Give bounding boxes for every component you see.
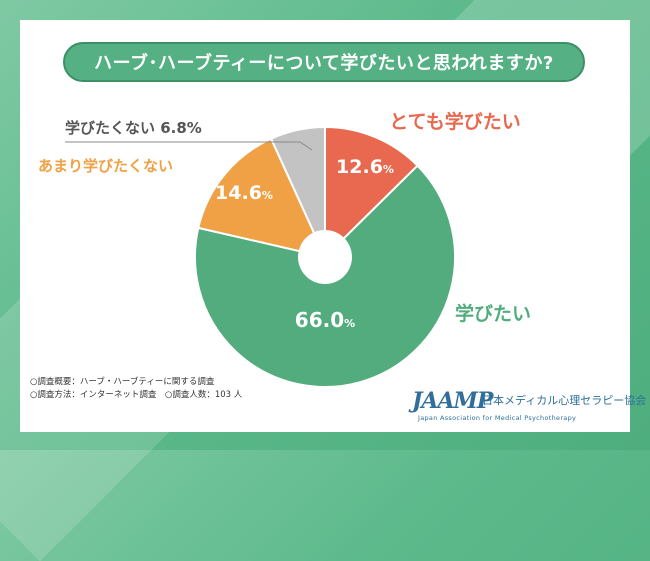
slice-very-want [324,125,419,260]
chart-card: ハーブ･ハーブティーについて学びたいと思われますか? 12.6% 66.0% 14.… [20,20,646,432]
pct-label-want: 66.0% [295,308,355,332]
donut-hole [298,230,352,284]
pct-label-rather-not: 14.6% [215,182,273,204]
organization-logo: JAAMP 日本メディカル心理セラピー協会 Japan Association … [412,386,646,426]
survey-footnote: ○調査概要：ハーブ・ハーブティーに関する調査 ○調査方法：インターネット調査 ○… [30,376,242,402]
logo-mark: JAAMP [412,388,493,414]
slice-not-want [269,125,326,258]
logo-org-name: 日本メディカル心理セラピー協会 [482,394,647,407]
category-label-rather-not: あまり学びたくない [38,157,173,175]
logo-org-name-en: Japan Association for Medical Psychother… [418,414,577,422]
category-label-very-want: とても学びたい [389,110,520,133]
category-label-want: 学びたい [455,302,531,325]
category-label-not-want: 学びたくない 6.8% [65,119,202,137]
chart-title: ハーブ･ハーブティーについて学びたいと思われますか? [63,42,585,82]
survey-method: ○調査方法：インターネット調査 ○調査人数：103 人 [30,390,243,400]
survey-summary: ○調査概要：ハーブ・ハーブティーに関する調査 [30,377,215,387]
leader-line-not-want [65,141,313,151]
pct-label-very-want: 12.6% [336,156,394,178]
